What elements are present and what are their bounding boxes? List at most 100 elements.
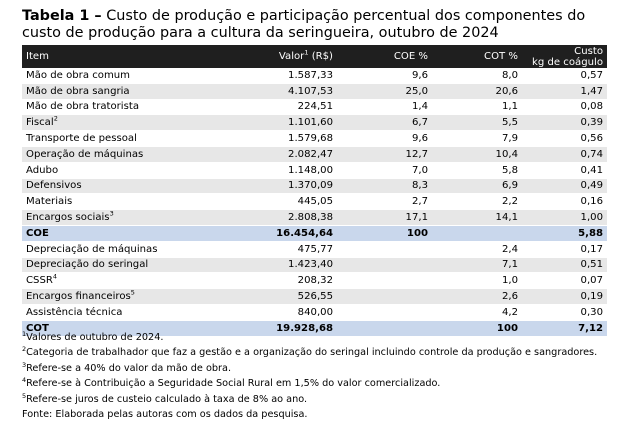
cell-coe — [337, 288, 432, 305]
cell-valor: 1.579,68 — [197, 130, 337, 147]
cell-coe — [337, 320, 432, 337]
cell-cot: 10,4 — [432, 146, 522, 163]
table-row: Fiscal2 1.101,60 6,7 5,5 0,39 — [22, 114, 607, 132]
cell-item-label: Depreciação do seringal — [26, 259, 149, 271]
table-total-row: COE 16.454,64 100 5,88 — [22, 225, 607, 242]
table-title: Tabela 1 – Custo de produção e participa… — [22, 8, 622, 41]
footnote-text: Fonte: Elaborada pelas autoras com os da… — [22, 409, 308, 421]
footnote: 3Refere-se a 40% do valor da mão de obra… — [22, 361, 622, 376]
cell-item-footnote: 3 — [109, 209, 114, 218]
cell-item-label: Fiscal — [26, 117, 54, 129]
cell-coe: 17,1 — [337, 209, 432, 226]
footnote: 2Categoria de trabalhador que faz a gest… — [22, 345, 622, 360]
cell-cot: 7,9 — [432, 130, 522, 147]
table-row: Encargos sociais3 2.808,38 17,1 14,1 1,00 — [22, 209, 607, 226]
cell-item: Depreciação de máquinas — [22, 241, 197, 258]
table-body: Mão de obra comum 1.587,33 9,6 8,0 0,57 Mão d… — [22, 68, 607, 337]
footnote-marker: 4 — [22, 375, 27, 384]
cell-custo: 0,41 — [522, 162, 607, 179]
table-row: Encargos financeiros5 526,55 2,6 0,19 — [22, 288, 607, 305]
footnote-text: Refere-se a 40% do valor da mão de obra. — [26, 362, 232, 374]
cell-custo: 0,56 — [522, 130, 607, 147]
table-row: CSSR4 208,32 1,0 0,07 — [22, 272, 607, 290]
cell-valor: 1.587,33 — [197, 68, 337, 84]
table-row: Adubo 1.148,00 7,0 5,8 0,41 — [22, 162, 607, 179]
cell-item-label: Mão de obra tratorista — [26, 101, 140, 113]
table-header-row: Item Valor1 (R$) COE % COT % Custo kg de … — [22, 45, 607, 68]
cell-item-label: CSSR — [26, 275, 53, 287]
cell-valor: 19.928,68 — [197, 320, 337, 337]
cell-item: Mão de obra tratorista — [22, 99, 197, 116]
cell-item-label: Encargos financeiros — [26, 291, 131, 303]
header-valor-sup: 1 — [304, 48, 309, 57]
cell-valor: 16.454,64 — [197, 225, 337, 242]
cell-coe: 1,4 — [337, 99, 432, 116]
cell-coe — [337, 304, 432, 321]
table-row: Assistência técnica 840,00 4,2 0,30 — [22, 304, 607, 321]
footnote: 5Refere-se juros de custeio calculado à … — [22, 392, 622, 407]
footnote-text: Valores de outubro de 2024. — [26, 332, 164, 343]
cell-item-label: Materiais — [26, 196, 73, 208]
cell-custo: 7,12 — [522, 320, 607, 337]
source-note: Fonte: Elaborada pelas autoras com os da… — [22, 407, 622, 422]
cell-coe — [337, 272, 432, 290]
footnote-text: Categoria de trabalhador que faz a gestã… — [26, 347, 598, 359]
table-notes: 1Valores de outubro de 2024. 2Categoria d… — [22, 330, 622, 422]
table-title-text: Custo de produção e participação percent… — [22, 8, 586, 41]
cell-cot: 7,1 — [432, 257, 522, 274]
cell-valor: 475,77 — [197, 241, 337, 258]
cell-cot: 2,6 — [432, 288, 522, 305]
cell-item: Encargos financeiros5 — [22, 288, 197, 305]
cell-cot: 20,6 — [432, 83, 522, 100]
cell-item: Mão de obra sangria — [22, 83, 197, 100]
header-coe: COE % — [337, 45, 432, 68]
footnote-marker: 1 — [22, 329, 27, 338]
cell-item-label: Encargos sociais — [26, 212, 110, 224]
cell-coe: 6,7 — [337, 114, 432, 132]
header-item: Item — [22, 45, 197, 68]
footnote-marker: 3 — [22, 360, 27, 369]
cell-cot — [432, 225, 522, 242]
cell-item-label: COE — [26, 227, 49, 239]
cell-custo: 0,30 — [522, 304, 607, 321]
cell-custo: 0,19 — [522, 288, 607, 305]
cell-cot: 5,5 — [432, 114, 522, 132]
cell-item-footnote: 4 — [52, 272, 58, 281]
cell-valor: 526,55 — [197, 288, 337, 305]
cell-valor: 1.370,09 — [197, 178, 337, 195]
cell-valor: 1.101,60 — [197, 114, 337, 132]
cell-item-footnote: 5 — [130, 288, 135, 297]
table-row: Transporte de pessoal 1.579,68 9,6 7,9 0,56 — [22, 130, 607, 147]
cell-coe: 9,6 — [337, 130, 432, 147]
cell-item-label: Operação de máquinas — [26, 148, 144, 160]
cell-item: CSSR4 — [22, 272, 197, 290]
cell-item-label: Adubo — [26, 164, 59, 176]
cell-custo: 0,07 — [522, 272, 607, 290]
cell-valor: 224,51 — [197, 99, 337, 116]
cell-item: Materiais — [22, 193, 197, 211]
footnote-marker: 2 — [22, 345, 27, 354]
table-row: Mão de obra comum 1.587,33 9,6 8,0 0,57 — [22, 68, 607, 84]
table-row: Depreciação do seringal 1.423,40 7,1 0,51 — [22, 257, 607, 274]
cell-item: Fiscal2 — [22, 114, 197, 132]
cell-item: Operação de máquinas — [22, 146, 197, 163]
table-total-row: COT 19.928,68 100 7,12 — [22, 320, 607, 337]
cell-valor: 1.148,00 — [197, 162, 337, 179]
cell-custo: 0,57 — [522, 68, 607, 84]
cell-cot: 8,0 — [432, 68, 522, 84]
cell-valor: 1.423,40 — [197, 257, 337, 274]
cell-coe: 7,0 — [337, 162, 432, 179]
cell-coe: 9,6 — [337, 68, 432, 84]
cell-custo: 1,47 — [522, 83, 607, 100]
cell-item-label: Mão de obra sangria — [26, 85, 130, 97]
cell-valor: 840,00 — [197, 304, 337, 321]
cell-item-label: Defensivos — [26, 180, 82, 192]
cell-custo: 0,49 — [522, 178, 607, 195]
cell-item-label: Assistência técnica — [26, 306, 123, 318]
cell-cot: 2,4 — [432, 241, 522, 258]
cell-item-label: Depreciação de máquinas — [26, 243, 158, 255]
cell-valor: 2.808,38 — [197, 209, 337, 226]
footnote-marker: 5 — [22, 391, 27, 400]
cell-item: COT — [22, 320, 197, 337]
